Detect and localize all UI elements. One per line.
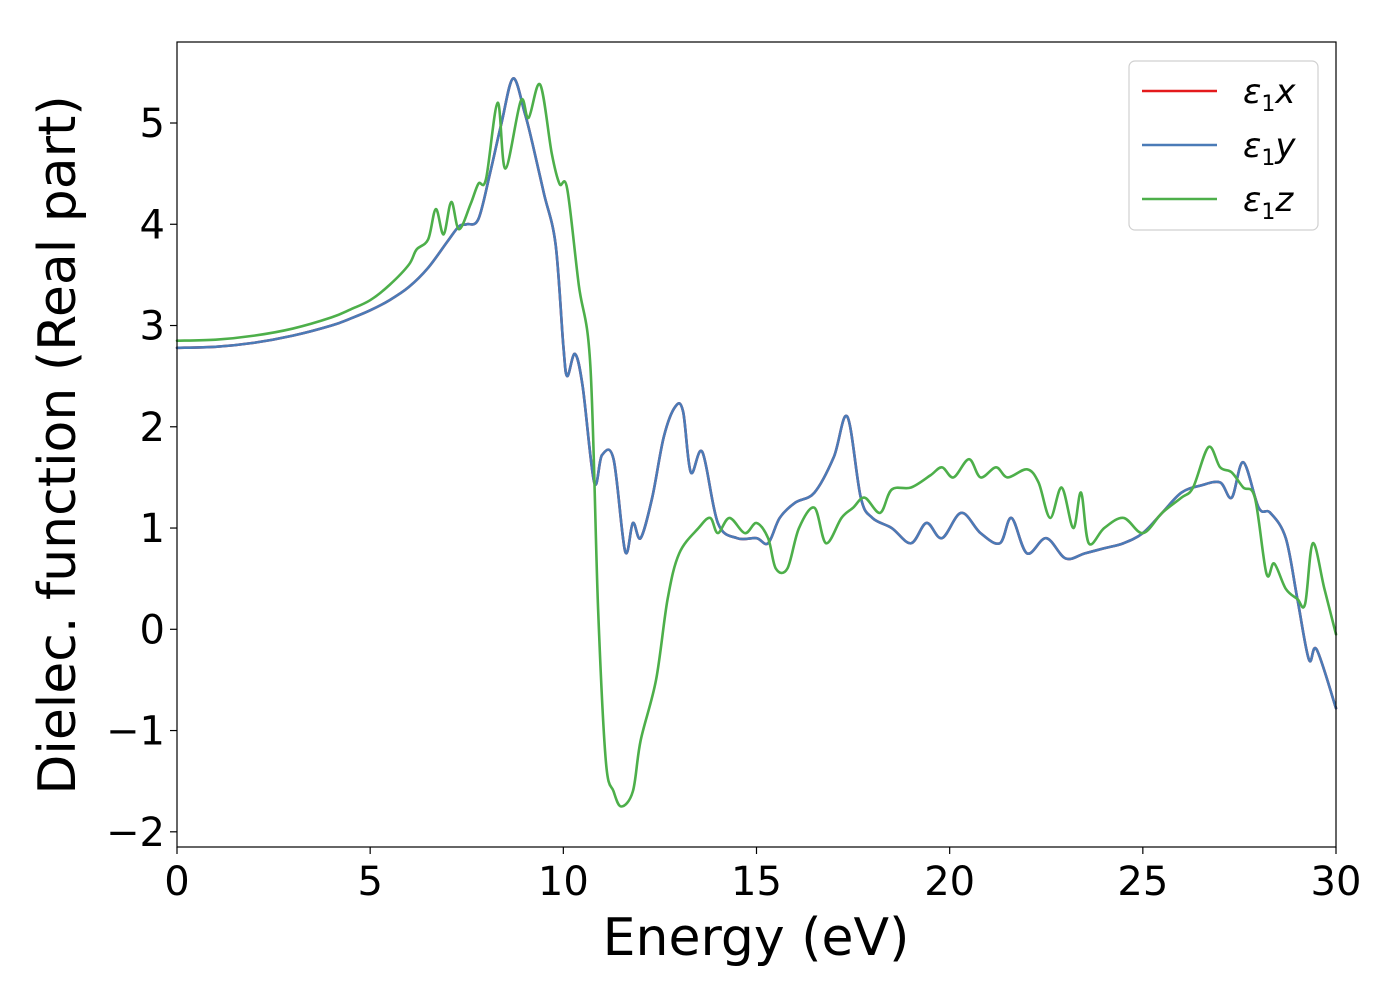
- y-tick-label: 5: [140, 101, 165, 147]
- x-tick-label: 5: [357, 859, 382, 905]
- y-tick-label: 4: [140, 202, 165, 248]
- x-tick-label: 30: [1311, 859, 1362, 905]
- x-tick-label: 0: [164, 859, 189, 905]
- x-tick-label: 25: [1117, 859, 1168, 905]
- legend-label-z: ε1z: [1243, 180, 1294, 225]
- series-layer: [175, 77, 1338, 808]
- y-tick-label: 0: [140, 607, 165, 653]
- x-tick-label: 10: [538, 859, 589, 905]
- x-axis-title: Energy (eV): [603, 908, 910, 968]
- legend: ε1x ε1y ε1z: [1128, 60, 1319, 231]
- y-tick-label: 1: [140, 506, 165, 552]
- y-tick-label: −1: [106, 709, 165, 755]
- y-tick-label: 2: [140, 405, 165, 451]
- x-tick-label: 20: [924, 859, 975, 905]
- y-axis-title: Dielec. function (Real part): [28, 95, 88, 794]
- x-tick-label: 15: [731, 859, 782, 905]
- y-tick-label: 3: [140, 304, 165, 350]
- legend-box: [1128, 60, 1319, 231]
- series-line-z: [175, 82, 1338, 808]
- y-tick-label: −2: [106, 810, 165, 856]
- legend-label-x: ε1x: [1243, 72, 1296, 117]
- legend-label-y: ε1y: [1243, 126, 1296, 171]
- tick-layer: 0 5 10 15 20 25 30 −2 −1 0 1 2 3 4 5: [106, 101, 1361, 905]
